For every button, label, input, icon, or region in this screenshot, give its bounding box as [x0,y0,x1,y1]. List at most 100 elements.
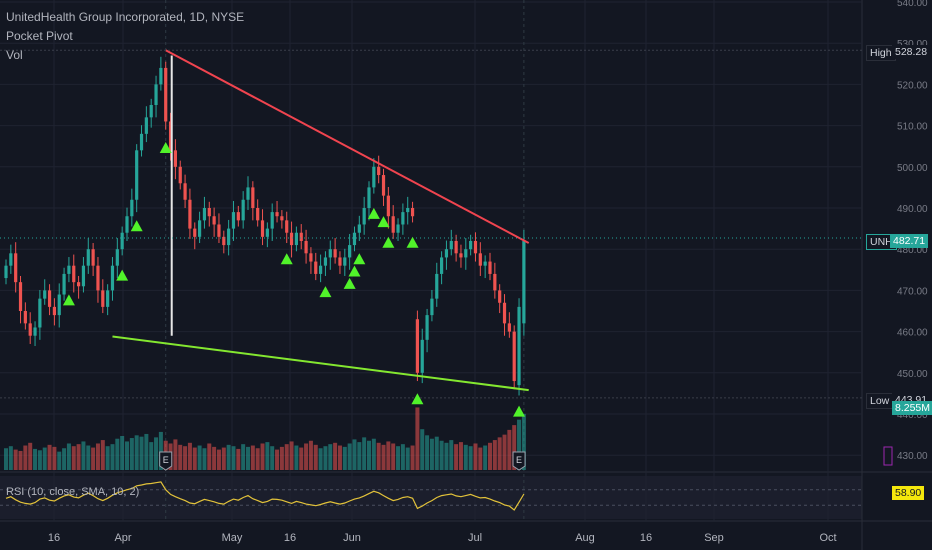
volume-bar-19 [95,443,100,470]
volume-bar-50 [246,446,250,470]
volume-bar-48 [236,448,241,470]
candle-79 [386,195,390,217]
last-price-tag: 482.71 [890,234,929,248]
candle-24 [120,232,124,250]
volume-bar-77 [376,442,381,470]
candle-87 [425,315,429,340]
price-tick-450.00: 450.00 [897,369,928,380]
candle-29 [144,117,148,134]
volume-bar-54 [265,442,270,470]
volume-bar-88 [429,438,434,470]
volume-bar-62 [304,443,309,470]
rsi-indicator-label[interactable]: RSI (10, close, SMA, 10, 2) [6,486,140,498]
volume-bar-37 [183,446,188,470]
candle-82 [401,212,405,225]
volume-bar-73 [357,442,362,470]
candle-104 [507,323,511,332]
trendlines[interactable] [0,49,862,399]
candle-53 [260,220,265,237]
candle-39 [193,228,197,237]
candle-19 [96,265,100,291]
price-tick-490.00: 490.00 [897,204,928,215]
candle-56 [275,212,279,217]
price-tick-460.00: 460.00 [897,328,928,339]
volume-bar-40 [197,445,202,470]
candle-20 [101,290,105,307]
candle-105 [512,331,516,382]
candle-14 [72,265,76,283]
volume-bar-24 [120,436,125,470]
candlesticks[interactable] [4,56,526,396]
pocket-pivot-marker-27 [130,220,143,232]
candle-66 [323,257,328,266]
price-tick-520.00: 520.00 [897,80,928,91]
volume-bar-12 [62,448,67,470]
volume-bar-69 [337,445,342,470]
pocket-pivot-marker-85 [411,393,424,405]
volume-bar-65 [318,448,323,470]
high-value-tag: 528.28 [892,45,931,59]
candle-13 [67,265,71,274]
candle-26 [130,199,134,217]
volume-bar-4 [23,445,28,470]
volume-bar-106 [517,419,522,470]
volume-bar-32 [158,431,163,470]
candle-62 [304,240,308,254]
time-tick-6: Aug [575,532,595,544]
candle-80 [391,216,395,233]
candle-17 [86,249,90,266]
volume-bar-53 [260,443,265,470]
candle-25 [125,216,129,233]
time-tick-8: Sep [704,532,724,544]
candle-91 [444,249,449,258]
low-label: Low [866,393,894,409]
volume-bar-66 [323,446,328,470]
candle-70 [343,257,347,266]
volume-bar-97 [473,443,478,470]
rsi-value-tag: 58.90 [892,486,925,500]
price-tick-480.00: 480.00 [897,245,928,256]
volume-bar-2 [13,449,18,470]
volume-bar-95 [463,444,468,470]
price-tick-530.00: 530.00 [897,39,928,50]
time-tick-5: Jul [468,532,482,544]
volume-bar-92 [449,440,454,470]
candle-77 [377,166,381,176]
candle-54 [265,228,269,237]
volume-bar-56 [275,449,280,470]
volume-bar-82 [400,444,405,470]
candle-31 [154,84,158,105]
price-axis[interactable]: 430.00 440.00 450.00 460.00 470.00 480.00 490.… [883,0,928,466]
price-tick-470.00: 470.00 [897,286,928,297]
volume-bar-85 [415,407,420,470]
candle-92 [449,240,453,250]
pocket-pivot-marker-66 [319,286,332,298]
indicator-pocket-pivot[interactable]: Pocket Pivot [6,29,73,43]
rsi-pane[interactable] [0,481,862,511]
volume-bar-28 [139,436,144,470]
volume-bar-72 [352,439,357,470]
volume-bars [4,407,526,470]
volume-bar-22 [110,444,115,470]
candle-84 [410,208,415,217]
volume-bar-27 [134,435,139,470]
candle-94 [459,253,463,258]
volume-bar-36 [178,444,183,470]
candle-64 [314,261,318,274]
time-axis[interactable]: 16 Apr May 16 Jun Jul Aug 16 Sep Oct [48,532,837,544]
volume-bar-105 [512,425,517,470]
volume-bar-10 [52,446,57,470]
candle-47 [231,212,236,229]
volume-bar-101 [492,440,497,470]
candle-12 [62,273,66,295]
candle-86 [420,339,424,373]
symbol-title[interactable]: UnitedHealth Group Incorporated, 1D, NYS… [6,10,245,24]
volume-bar-18 [91,447,96,470]
volume-bar-59 [289,441,294,470]
time-tick-1: Apr [114,532,131,544]
volume-bar-78 [381,444,386,470]
indicator-volume[interactable]: Vol [6,48,23,62]
volume-bar-26 [129,438,134,470]
